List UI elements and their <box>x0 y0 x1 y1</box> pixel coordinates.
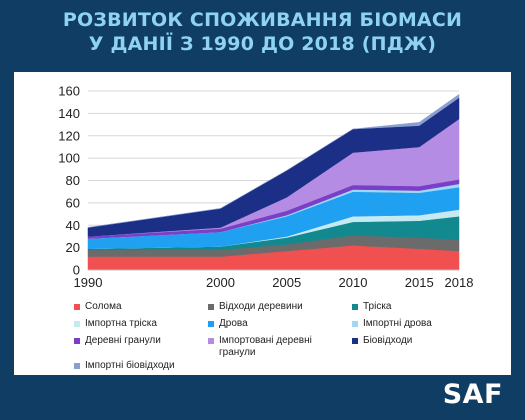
legend-swatch <box>74 321 80 327</box>
legend-item: Імпортна тріска <box>74 318 204 334</box>
legend-swatch <box>352 338 358 344</box>
chart-title: РОЗВИТОК СПОЖИВАННЯ БІОМАСИ У ДАНІЇ З 19… <box>0 8 525 56</box>
legend-swatch <box>352 304 358 310</box>
legend-swatch <box>208 338 214 344</box>
legend-item: Імпортні біовідходи <box>74 360 204 376</box>
legend-item: Біовідходи <box>352 335 492 359</box>
stacked-area-chart: 0 20 40 60 80 100 120 140 160 1990 2000 2005 2010 201… <box>58 84 474 291</box>
x-tick-label: 2000 <box>206 275 235 290</box>
legend-label: Імпортні дрова <box>363 318 432 329</box>
chart-legend: Солома Відходи деревини Тріска Імпортна трі… <box>74 301 494 376</box>
legend-item: Імпортовані деревні гранули <box>208 335 348 359</box>
chart-title-line-1: РОЗВИТОК СПОЖИВАННЯ БІОМАСИ <box>62 9 463 31</box>
y-tick-label: 40 <box>66 218 80 233</box>
y-tick-label: 120 <box>58 128 80 143</box>
area-series-10 <box>87 93 460 228</box>
legend-swatch <box>208 304 214 310</box>
y-tick-label: 160 <box>58 84 80 99</box>
y-tick-label: 80 <box>66 173 80 188</box>
saf-logo: SAF <box>442 379 503 410</box>
legend-label: Відходи деревини <box>219 301 303 312</box>
legend-swatch <box>208 321 214 327</box>
legend-item: Деревні гранули <box>74 335 204 359</box>
legend-swatch <box>74 338 80 344</box>
legend-swatch <box>74 304 80 310</box>
legend-label: Солома <box>85 301 122 312</box>
legend-item: Тріска <box>352 301 492 317</box>
chart-card: 0 20 40 60 80 100 120 140 160 1990 2000 2005 2010 201… <box>14 72 511 375</box>
x-tick-label: 2015 <box>405 275 434 290</box>
chart-title-line-2: У ДАНІЇ З 1990 ДО 2018 (ПДЖ) <box>88 33 437 55</box>
legend-item: Відходи деревини <box>208 301 348 317</box>
legend-label: Тріска <box>363 301 392 312</box>
legend-label: Імпортна тріска <box>85 318 157 329</box>
x-tick-label: 2005 <box>272 275 301 290</box>
legend-item: Солома <box>74 301 204 317</box>
y-tick-label: 140 <box>58 106 80 121</box>
y-tick-label: 0 <box>73 263 80 278</box>
y-tick-label: 100 <box>58 151 80 166</box>
x-tick-label: 2018 <box>445 275 474 290</box>
legend-label: Деревні гранули <box>85 335 161 346</box>
legend-label: Біовідходи <box>363 335 413 346</box>
legend-swatch <box>352 321 358 327</box>
y-tick-label: 20 <box>66 240 80 255</box>
legend-swatch <box>74 363 80 369</box>
x-tick-label: 2010 <box>339 275 368 290</box>
legend-item: Імпортні дрова <box>352 318 492 334</box>
x-tick-label: 1990 <box>74 275 103 290</box>
legend-label: Імпортовані деревні гранули <box>219 335 312 358</box>
legend-label: Дрова <box>219 318 248 329</box>
legend-item: Дрова <box>208 318 348 334</box>
y-tick-label: 60 <box>66 195 80 210</box>
legend-label: Імпортні біовідходи <box>85 360 175 371</box>
